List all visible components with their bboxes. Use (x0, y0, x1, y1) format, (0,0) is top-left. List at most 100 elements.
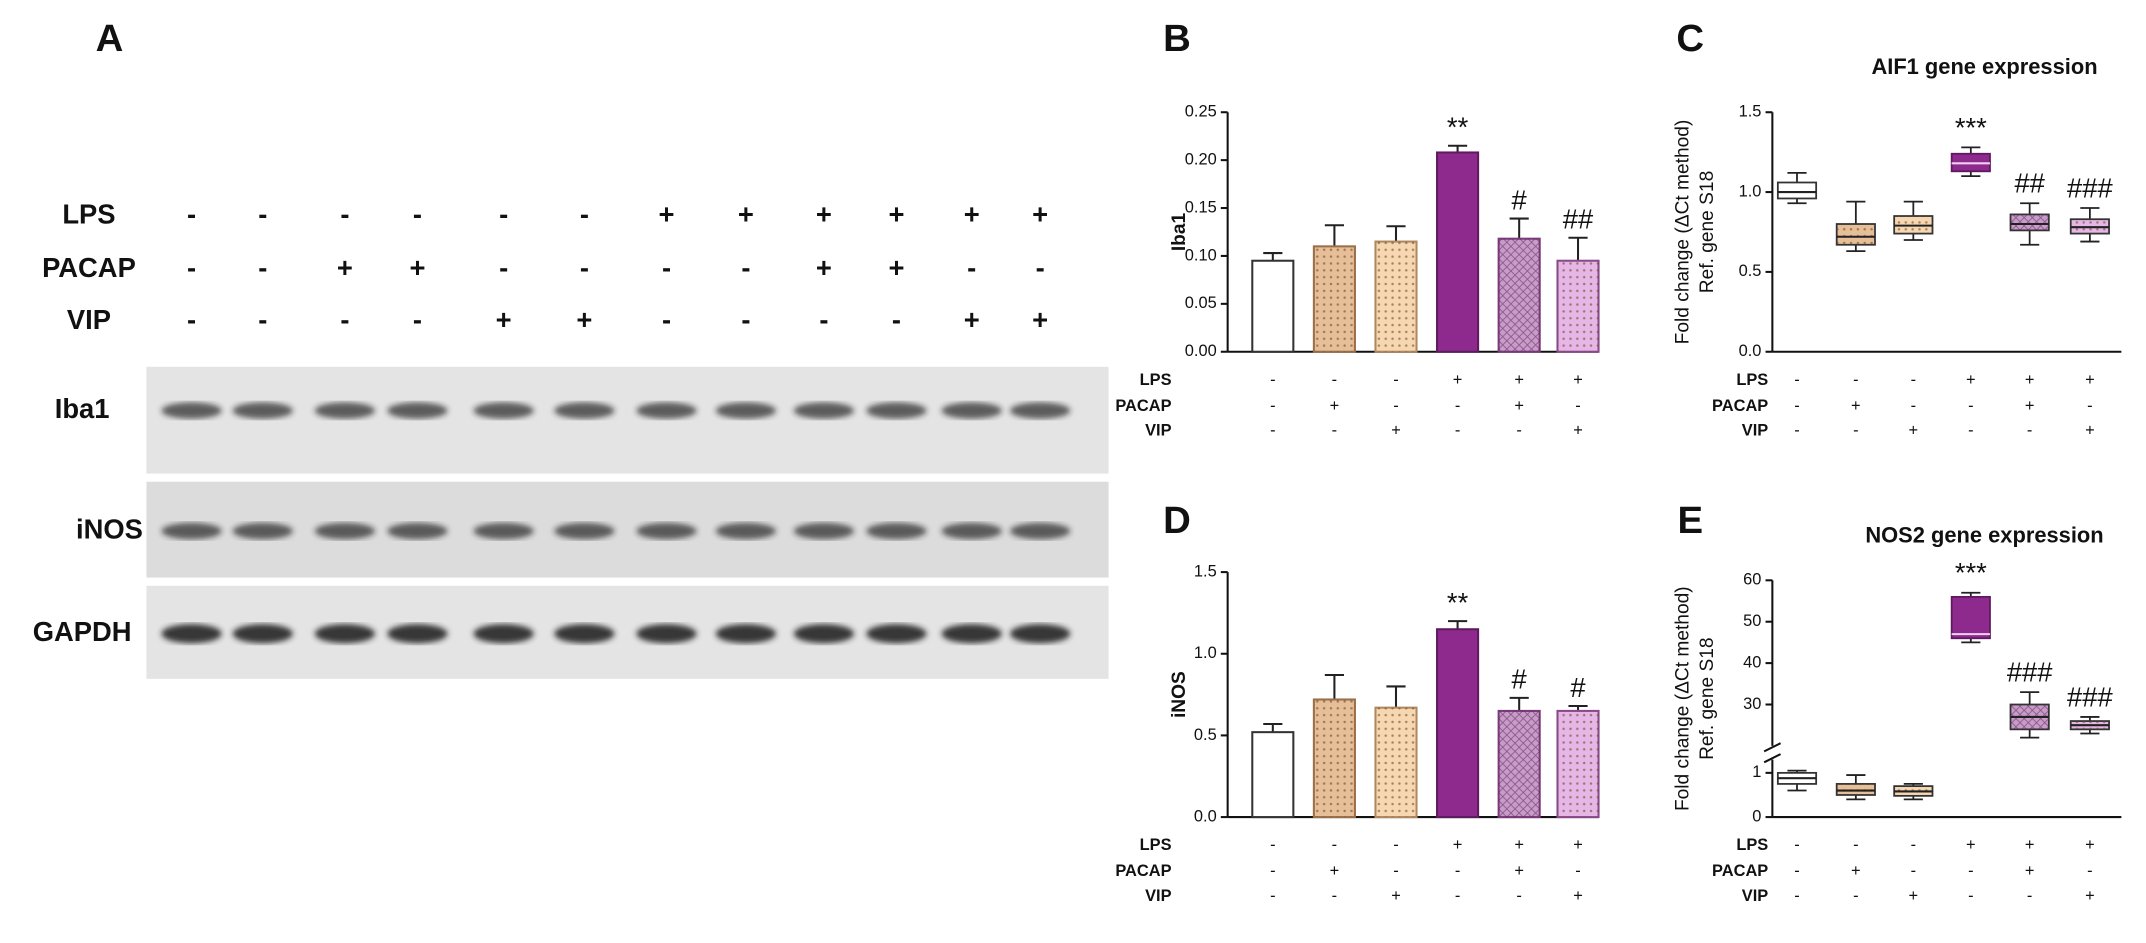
panel-label: E (1677, 499, 1703, 542)
condition-sign: - (499, 198, 508, 229)
box (1776, 181, 1818, 200)
condition-sign: - (1794, 836, 1799, 854)
condition-label: LPS (1736, 836, 1768, 854)
condition-sign: - (2027, 421, 2032, 439)
condition-sign: - (1794, 397, 1799, 415)
condition-sign: - (1853, 371, 1858, 389)
blot-band (866, 624, 927, 644)
significance: ### (2067, 681, 2113, 712)
band-label: GAPDH (33, 616, 132, 647)
significance: # (1512, 664, 1528, 695)
condition-sign: - (1332, 836, 1337, 854)
condition-sign: + (816, 198, 832, 229)
blot-band (866, 402, 927, 419)
y-tick-label: 1 (1752, 763, 1761, 781)
y-tick-label: 0.5 (1194, 726, 1217, 744)
blot-band (161, 624, 222, 644)
blot-band (161, 402, 222, 419)
condition-sign: + (1573, 836, 1583, 854)
condition-sign: + (2085, 371, 2095, 389)
condition-label: VIP (67, 304, 111, 335)
significance: ### (2007, 657, 2053, 688)
condition-sign: - (187, 252, 196, 283)
band-label: iNOS (76, 513, 143, 544)
condition-sign: - (499, 252, 508, 283)
pattern-overlay (1836, 783, 1876, 795)
condition-sign: + (964, 304, 980, 335)
condition-label: VIP (1742, 421, 1769, 439)
y-tick-label: 0.25 (1185, 103, 1217, 121)
y-tick-label: 30 (1743, 695, 1761, 713)
blot-band (1010, 402, 1071, 419)
significance: ## (1563, 204, 1594, 235)
y-tick-label: 50 (1743, 612, 1761, 630)
y-tick-label: 0.10 (1185, 246, 1217, 264)
blot-band (636, 624, 697, 644)
condition-label: LPS (1140, 836, 1172, 854)
blot-band (793, 402, 855, 419)
condition-sign: + (2085, 887, 2095, 905)
axis-break (1763, 753, 1782, 764)
condition-sign: - (1853, 421, 1858, 439)
condition-sign: - (1270, 862, 1275, 880)
condition-sign: + (1391, 421, 1401, 439)
condition-sign: - (258, 252, 267, 283)
panel-label: C (1676, 17, 1704, 60)
condition-sign: - (2027, 887, 2032, 905)
chart-title: NOS2 gene expression (1865, 522, 2103, 547)
condition-sign: - (1516, 887, 1521, 905)
condition-sign: + (1330, 397, 1340, 415)
y-tick-label: 0.0 (1194, 807, 1217, 825)
y-tick-label: 0.5 (1739, 262, 1762, 280)
condition-sign: - (258, 304, 267, 335)
condition-sign: + (1573, 887, 1583, 905)
blot-band (232, 624, 293, 644)
condition-sign: - (1393, 862, 1398, 880)
pattern-overlay (1557, 710, 1599, 818)
condition-sign: - (1794, 887, 1799, 905)
blot-band (314, 624, 376, 644)
condition-sign: + (1966, 836, 1976, 854)
condition-sign: - (819, 304, 828, 335)
condition-sign: - (1270, 397, 1275, 415)
blot-band (387, 522, 448, 540)
condition-sign: + (1573, 421, 1583, 439)
condition-label: VIP (1742, 887, 1769, 905)
significance: ### (2067, 172, 2113, 203)
blot-band (161, 522, 222, 540)
condition-sign: + (964, 198, 980, 229)
condition-sign: + (337, 252, 353, 283)
condition-sign: - (1968, 421, 1973, 439)
pattern-overlay (2010, 214, 2049, 231)
condition-sign: + (496, 304, 512, 335)
condition-sign: + (2025, 371, 2035, 389)
condition-sign: + (1330, 862, 1340, 880)
condition-sign: - (340, 304, 349, 335)
condition-sign: + (1453, 371, 1463, 389)
condition-sign: - (1036, 252, 1045, 283)
y-tick-label: 1.5 (1194, 562, 1217, 580)
pattern-overlay (1313, 246, 1355, 352)
condition-sign: + (576, 304, 592, 335)
condition-sign: + (409, 252, 425, 283)
blot-band (473, 624, 534, 644)
condition-sign: - (741, 252, 750, 283)
condition-sign: + (1514, 397, 1524, 415)
condition-sign: - (580, 252, 589, 283)
condition-sign: + (888, 198, 904, 229)
significance: ## (2014, 168, 2045, 199)
pattern-overlay (1375, 707, 1417, 818)
condition-label: PACAP (1115, 862, 1171, 880)
condition-sign: - (1455, 421, 1460, 439)
condition-sign: + (816, 252, 832, 283)
y-axis-label: iNOS (1169, 671, 1190, 718)
condition-sign: - (1332, 887, 1337, 905)
y-tick-label: 0.20 (1185, 150, 1217, 168)
condition-sign: - (1911, 862, 1916, 880)
condition-sign: + (1453, 836, 1463, 854)
condition-label: LPS (62, 198, 115, 229)
condition-sign: - (1794, 371, 1799, 389)
significance: # (1512, 184, 1528, 215)
condition-sign: - (1455, 397, 1460, 415)
y-tick-label: 1.0 (1739, 182, 1762, 200)
